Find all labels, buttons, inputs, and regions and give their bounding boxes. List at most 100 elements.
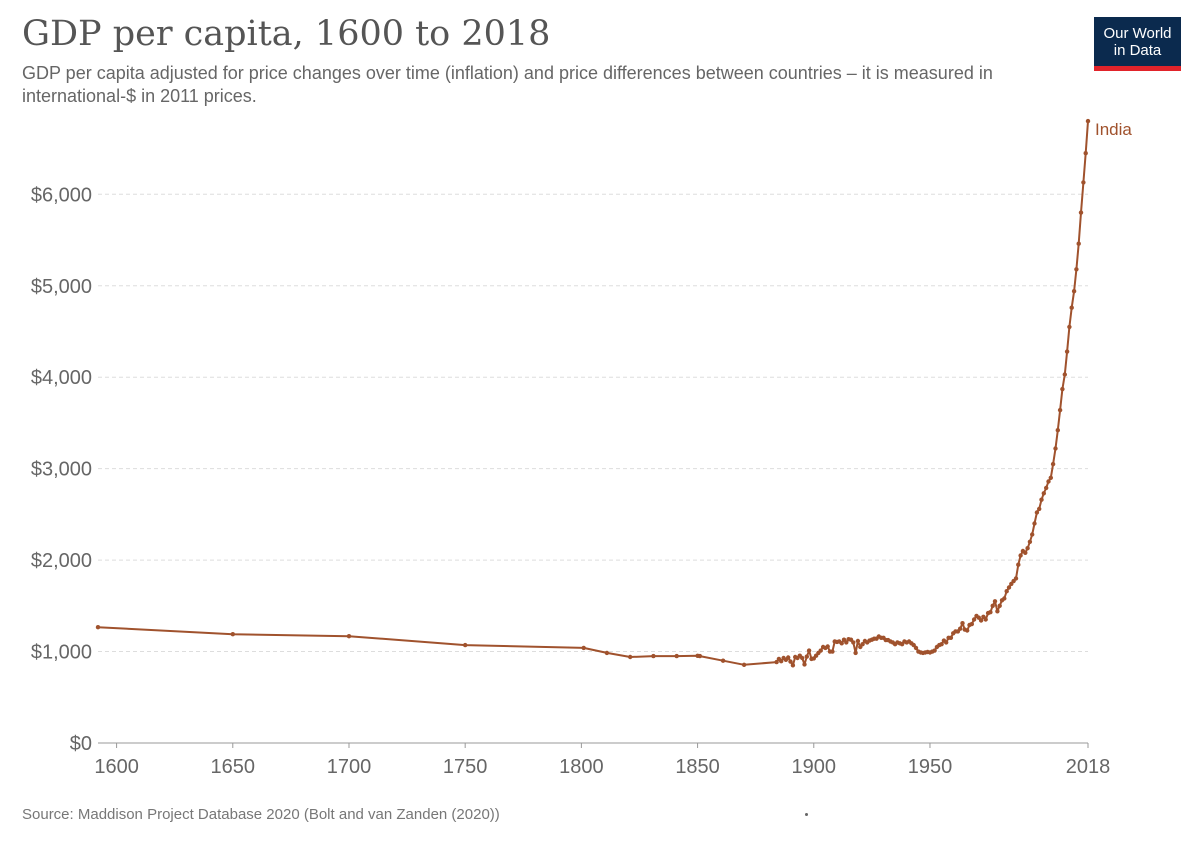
data-point[interactable] [855,638,861,644]
data-point[interactable] [806,648,812,653]
x-tick-label: 1850 [675,756,720,778]
data-point[interactable] [741,662,747,667]
data-point[interactable] [1055,428,1061,433]
data-point[interactable] [804,654,809,659]
data-point[interactable] [1060,386,1065,392]
x-tick-label: 1950 [908,756,953,778]
data-point[interactable] [1025,546,1030,551]
data-point[interactable] [971,617,977,622]
data-point[interactable] [1044,485,1049,491]
x-tick-label: 1900 [792,756,837,778]
data-point[interactable] [1023,550,1028,555]
data-point[interactable] [1030,532,1035,537]
data-point[interactable] [1006,585,1012,590]
data-point[interactable] [992,599,998,604]
data-point[interactable] [1046,479,1051,484]
series-label-india: India [1095,120,1132,139]
series-line-india [97,121,1089,667]
data-point[interactable] [802,662,807,667]
data-point[interactable] [839,641,844,646]
data-point[interactable] [1074,267,1079,272]
data-point[interactable] [1083,151,1088,156]
data-point[interactable] [853,650,858,656]
data-point[interactable] [1069,305,1074,310]
data-point[interactable] [969,621,974,627]
data-point[interactable] [997,603,1002,608]
data-point[interactable] [1018,553,1023,558]
data-point[interactable] [995,609,1000,614]
data-point[interactable] [844,640,849,645]
logo-line-2: in Data [1113,42,1162,59]
y-tick-label: $5,000 [31,276,92,298]
data-point[interactable] [860,642,865,647]
data-point[interactable] [939,642,944,647]
x-tick-label: 1800 [559,756,604,778]
data-point[interactable] [1032,521,1037,526]
x-tick-label: 1750 [443,756,488,778]
data-point[interactable] [581,645,586,651]
data-point[interactable] [786,655,791,660]
data-point[interactable] [720,658,726,663]
data-point[interactable] [1041,491,1047,496]
data-point[interactable] [825,644,830,649]
data-point[interactable] [983,617,988,622]
data-point[interactable] [1085,118,1091,124]
data-point[interactable] [779,659,784,664]
data-point[interactable] [960,621,965,626]
data-point[interactable] [463,642,468,648]
data-point[interactable] [346,634,352,639]
data-point[interactable] [978,618,984,623]
data-point[interactable] [788,659,793,664]
data-point[interactable] [651,653,656,659]
y-tick-label: $4,000 [31,367,92,389]
data-point[interactable] [790,663,796,668]
data-point[interactable] [1071,289,1077,294]
data-point[interactable] [948,635,954,640]
data-point[interactable] [1037,506,1042,512]
data-point[interactable] [1064,349,1070,354]
owid-logo[interactable]: Our World in Data [1094,17,1181,71]
y-tick-label: $1,000 [31,642,92,664]
data-point[interactable] [697,653,703,659]
data-point[interactable] [95,625,101,630]
data-point[interactable] [1067,324,1072,330]
data-point[interactable] [1002,596,1007,601]
source-note: Source: Maddison Project Database 2020 (… [22,806,500,823]
data-point[interactable] [988,610,993,615]
data-point[interactable] [1081,180,1086,185]
data-point[interactable] [230,632,235,637]
data-point[interactable] [1050,461,1056,467]
data-point[interactable] [774,659,779,665]
data-point[interactable] [1048,475,1054,480]
data-point[interactable] [1076,241,1081,246]
data-point[interactable] [1053,446,1058,451]
y-tick-label: $2,000 [31,550,92,572]
data-point[interactable] [674,653,679,659]
data-point[interactable] [990,603,995,608]
data-point[interactable] [851,640,856,645]
chart-subtitle: GDP per capita adjusted for price change… [22,63,993,106]
data-point[interactable] [830,649,835,654]
data-point[interactable] [958,626,963,631]
data-point[interactable] [965,628,970,633]
data-point[interactable] [1013,576,1019,581]
data-point[interactable] [932,648,937,653]
data-point[interactable] [944,640,949,645]
data-point[interactable] [1004,589,1009,594]
data-point[interactable] [628,654,633,660]
data-point[interactable] [818,648,823,653]
data-point[interactable] [800,655,805,661]
chart-title: GDP per capita, 1600 to 2018 [22,14,551,54]
data-point[interactable] [1039,497,1044,502]
data-point[interactable] [604,650,610,656]
data-point[interactable] [1078,210,1084,215]
data-point[interactable] [1062,372,1068,377]
data-point[interactable] [913,645,919,651]
data-point[interactable] [1016,562,1021,567]
data-point[interactable] [1057,407,1063,413]
data-point[interactable] [1034,510,1040,515]
x-tick-label: 1650 [211,756,256,778]
data-point[interactable] [1027,539,1033,544]
y-tick-label: $3,000 [31,459,92,481]
